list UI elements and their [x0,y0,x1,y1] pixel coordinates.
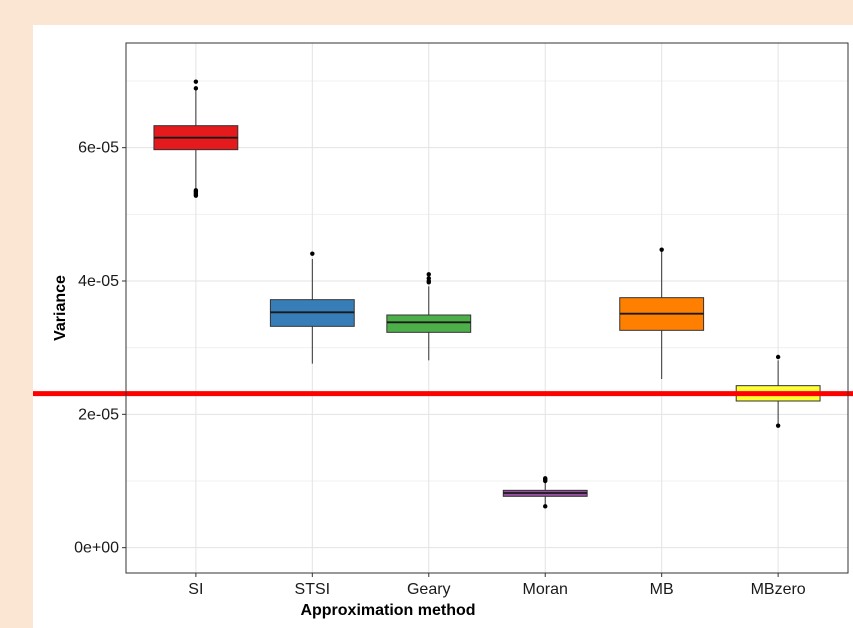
y-axis-title: Variance [52,275,69,341]
variance-boxplot: 0e+00 2e-05 4e-05 6e-05 SI STSI Geary Moran MB M… [33,42,853,619]
box-moran [502,476,588,509]
box-geary [386,272,472,361]
outlier-point [193,79,199,84]
y-tick-label: 2e-05 [78,406,119,423]
x-axis: SI STSI Geary Moran MB MBzero [188,573,806,598]
outlier-point [543,504,548,509]
boxes-layer [153,79,821,509]
x-tick-label: MBzero [751,581,806,598]
outlier-point [775,354,781,360]
box-si [153,79,239,198]
y-tick-label: 6e-05 [78,140,119,157]
y-axis: 0e+00 2e-05 4e-05 6e-05 [74,140,126,557]
minor-gridlines [126,80,848,482]
outlier-point [426,280,431,285]
outlier-point [659,247,664,252]
outlier-point [543,478,548,484]
y-tick-label: 4e-05 [78,273,119,290]
outlier-point [193,86,199,91]
outlier-point [310,251,315,256]
outlier-point [775,423,781,428]
plot-panel-background [126,43,848,573]
y-tick-label: 0e+00 [74,540,119,557]
outlier-point [426,272,431,277]
x-tick-label: MB [650,581,674,598]
x-axis-title: Approximation method [300,602,475,619]
box-mb [619,247,705,379]
outlier-point [193,193,199,198]
plot-panel-border [125,42,849,574]
x-tick-label: SI [188,581,203,598]
x-tick-label: STSI [295,581,331,598]
chart-frame: 0e+00 2e-05 4e-05 6e-05 SI STSI Geary Moran MB M… [33,25,853,628]
x-tick-label: Moran [523,581,568,598]
box-stsi [269,251,355,364]
box-body [386,314,472,333]
x-tick-label: Geary [407,581,451,598]
